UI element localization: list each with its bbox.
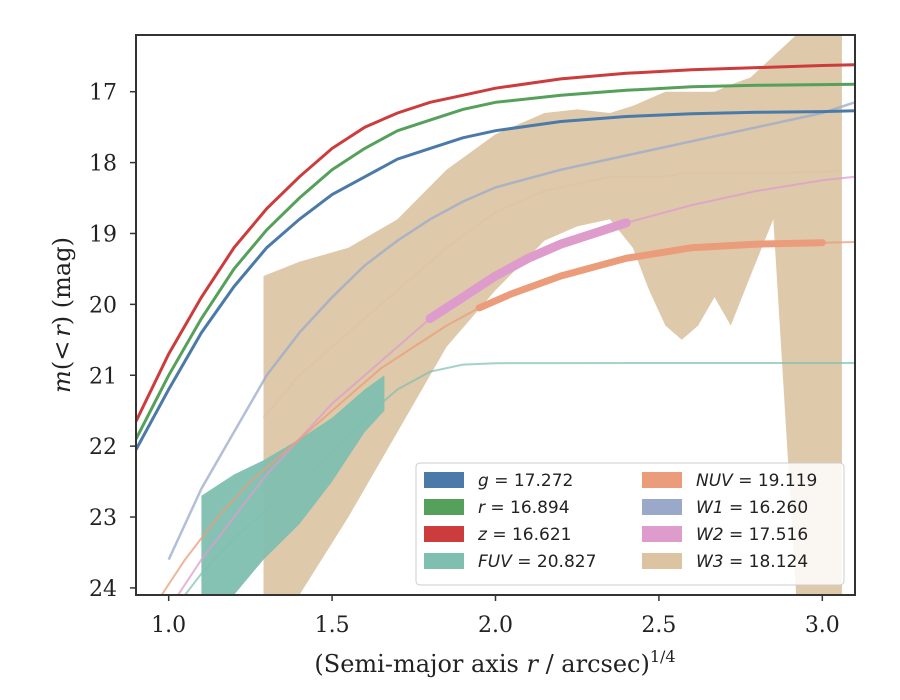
x-tick-label: 3.0 bbox=[805, 613, 840, 638]
y-tick-label: 18 bbox=[89, 152, 117, 177]
x-tick-label: 1.0 bbox=[151, 613, 186, 638]
legend-swatch-z bbox=[424, 526, 464, 542]
legend-label-w2: W2 = 17.516 bbox=[696, 525, 808, 545]
y-axis-title-r: r bbox=[48, 324, 76, 337]
x-axis-title-var: r bbox=[526, 650, 539, 678]
series-w3-band bbox=[263, 35, 842, 595]
y-tick-label: 19 bbox=[89, 222, 117, 247]
x-axis-title: (Semi-major axis r / arcsec)1/4 bbox=[314, 647, 675, 678]
legend: g = 17.272 r = 16.894 z = 16.621 FUV = 20.8… bbox=[415, 462, 845, 586]
y-axis-title-m: m bbox=[48, 370, 76, 393]
x-tick-label: 1.5 bbox=[315, 613, 350, 638]
y-tick-label: 20 bbox=[89, 293, 117, 318]
y-axis-title-unit: ) (mag) bbox=[48, 237, 76, 325]
y-tick-label: 21 bbox=[89, 364, 117, 389]
y-axis: 17 18 19 20 21 22 23 24 bbox=[89, 81, 136, 602]
y-axis-title-lt: (< bbox=[48, 341, 76, 370]
legend-swatch-r bbox=[424, 499, 464, 515]
series-z-line bbox=[136, 63, 855, 422]
series-fuv-band bbox=[201, 375, 385, 595]
plot-area bbox=[136, 35, 855, 595]
legend-label-r: r = 16.894 bbox=[478, 498, 570, 518]
series-g-line bbox=[136, 109, 855, 451]
legend-label-nuv: NUV = 19.119 bbox=[696, 471, 817, 491]
y-tick-label: 23 bbox=[89, 506, 117, 531]
legend-label-z: z = 16.621 bbox=[477, 525, 571, 545]
legend-swatch-nuv bbox=[642, 472, 682, 488]
legend-box bbox=[415, 462, 845, 586]
x-axis-title-main: (Semi-major axis bbox=[314, 650, 526, 678]
series-nuv-thick bbox=[475, 239, 826, 312]
y-tick-label: 24 bbox=[89, 577, 117, 602]
legend-swatch-w3 bbox=[642, 553, 682, 569]
x-axis-title-exponent: 1/4 bbox=[650, 647, 676, 666]
x-tick-label: 2.0 bbox=[478, 613, 513, 638]
x-axis-title-rest: / arcsec) bbox=[538, 650, 650, 678]
legend-label-g: g = 17.272 bbox=[478, 471, 573, 491]
legend-swatch-g bbox=[424, 472, 464, 488]
series-w3-line bbox=[262, 170, 842, 419]
legend-label-fuv: FUV = 20.827 bbox=[478, 552, 596, 572]
legend-swatch-w2 bbox=[642, 526, 682, 542]
y-tick-label: 17 bbox=[89, 81, 117, 106]
legend-label-w1: W1 = 16.260 bbox=[696, 498, 808, 518]
series-w1-line bbox=[167, 101, 855, 561]
x-axis: 1.0 1.5 2.0 2.5 3.0 bbox=[151, 595, 840, 638]
series-fuv-line bbox=[184, 362, 855, 595]
y-tick-label: 22 bbox=[89, 435, 117, 460]
series-w2-thick bbox=[425, 218, 631, 323]
legend-swatch-fuv bbox=[424, 553, 464, 569]
legend-label-w3: W3 = 18.124 bbox=[696, 552, 808, 572]
x-tick-label: 2.5 bbox=[641, 613, 676, 638]
legend-swatch-w1 bbox=[642, 499, 682, 515]
series-r-line bbox=[136, 82, 855, 440]
y-axis-title: m(< r) (mag) bbox=[48, 237, 76, 393]
